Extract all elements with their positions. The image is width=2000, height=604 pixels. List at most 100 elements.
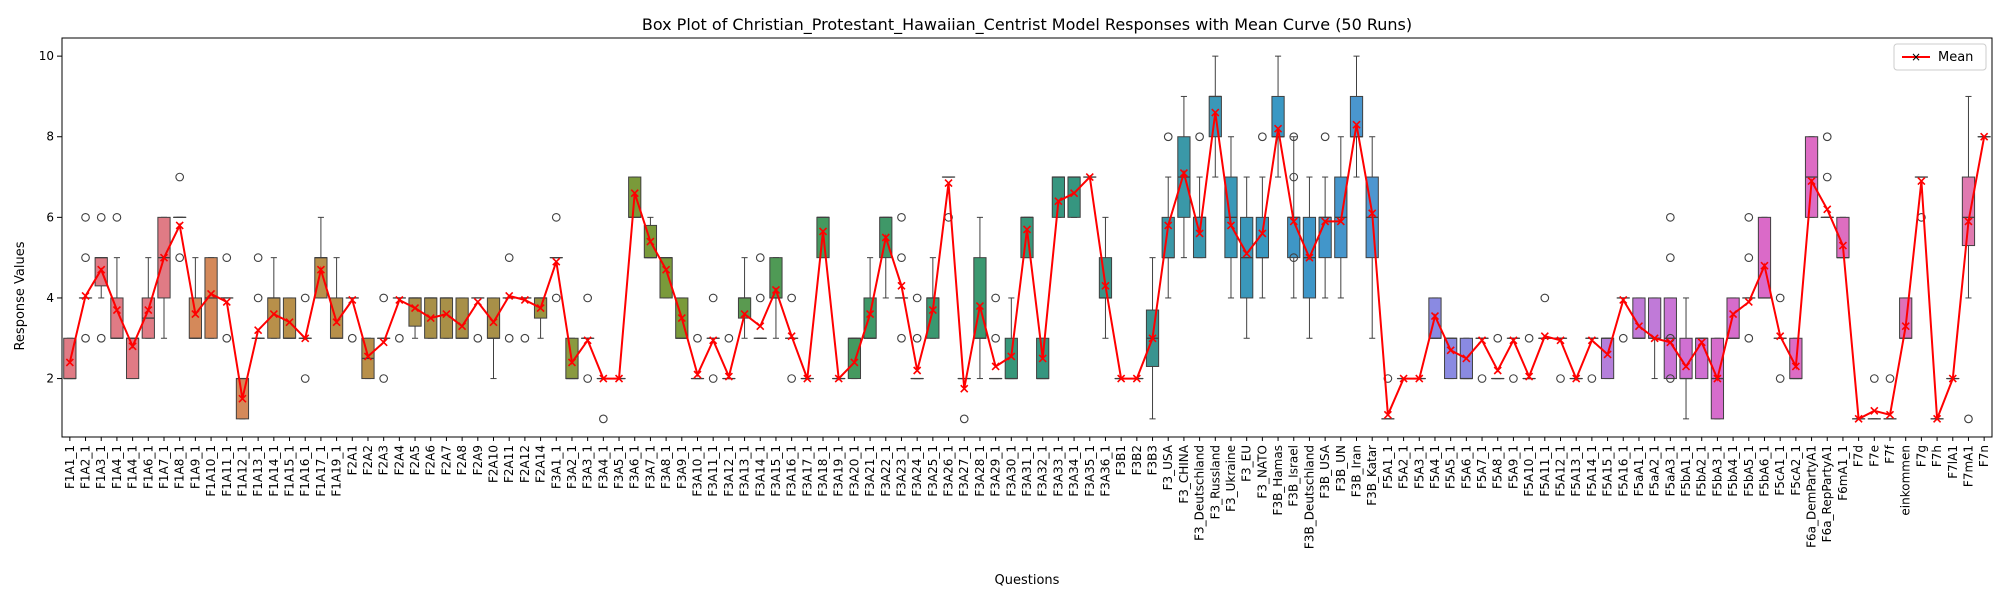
x-tick-label: F3B1	[1114, 445, 1128, 475]
box-F1A9_1	[189, 258, 201, 339]
x-tick-label: F5A11_1	[1538, 445, 1552, 497]
x-tick-label: F5bA6_1	[1757, 445, 1771, 497]
x-tick-label: F2A11	[502, 445, 516, 483]
x-tick-label: F3A18_1	[816, 445, 830, 497]
x-tick-label: F3_CHINA	[1177, 444, 1191, 503]
x-tick-label: F5A4_1	[1428, 445, 1442, 489]
y-tick-label: 8	[46, 130, 54, 144]
x-tick-label: F2A2	[361, 445, 375, 475]
outlier-point	[396, 334, 404, 342]
box-F5aA3_1	[1664, 214, 1676, 383]
mean-point	[757, 323, 764, 330]
x-tick-label: F3A8_1	[659, 445, 673, 489]
outlier-point	[1871, 375, 1879, 383]
x-tick-label: F5bA4_1	[1726, 445, 1740, 497]
x-tick-label: F3A14_1	[753, 445, 767, 497]
x-tick-label: F3A6_1	[628, 445, 642, 489]
x-tick-label: F3A22_1	[879, 445, 893, 497]
outlier-point	[756, 294, 764, 302]
box-F3_EU	[1241, 177, 1253, 338]
x-tick-label: F3A17_1	[800, 445, 814, 497]
outlier-point	[1776, 294, 1784, 302]
box-F3A28_1	[974, 217, 986, 378]
outlier-point	[348, 334, 356, 342]
x-tick-label: F5bA5_1	[1742, 445, 1756, 497]
outlier-point	[1745, 334, 1753, 342]
x-tick-label: F1A10_1	[204, 445, 218, 497]
x-tick-label: F2A7	[439, 445, 453, 475]
outlier-point	[584, 375, 592, 383]
x-tick-label: F3B_Iran	[1350, 445, 1364, 497]
box-F1A7_1	[158, 217, 170, 338]
outlier-point	[521, 334, 529, 342]
x-tick-label: F1A3_1	[94, 445, 108, 489]
box-body	[1193, 217, 1205, 257]
outlier-point	[788, 375, 796, 383]
x-tick-label: F1A7_1	[157, 445, 171, 489]
x-tick-label: F3A24_1	[910, 445, 924, 497]
box-F2A10	[487, 298, 499, 379]
box-F2A12	[519, 298, 531, 342]
x-tick-label: F5A9_1	[1506, 445, 1520, 489]
outlier-point	[898, 334, 906, 342]
box-F1A19_1	[330, 258, 342, 339]
outlier-point	[756, 254, 764, 262]
x-tick-label: F2A14	[534, 445, 548, 483]
x-tick-label: F5bA3_1	[1710, 445, 1724, 497]
x-tick-label: F3A10_1	[690, 445, 704, 497]
box-F3A3_1	[582, 294, 594, 382]
x-tick-label: F3_Deutschland	[1193, 445, 1207, 541]
box-F5A9_1	[1507, 338, 1519, 382]
outlier-point	[254, 254, 262, 262]
box-F5A15_1	[1601, 338, 1613, 378]
x-tick-label: F3A33_1	[1051, 445, 1065, 497]
box-F3A13_1	[738, 258, 750, 339]
mean-point	[474, 298, 481, 305]
box-F3A30_1	[1005, 298, 1017, 379]
x-tick-label: F1A11_1	[220, 445, 234, 497]
x-tick-label: F6mA1_1	[1836, 445, 1850, 501]
x-tick-label: F1A1_1	[63, 445, 77, 489]
outlier-point	[913, 294, 921, 302]
outlier-point	[694, 334, 702, 342]
outlier-point	[301, 375, 309, 383]
x-tick-label: F2A5	[408, 445, 422, 475]
box-body	[189, 298, 201, 338]
outlier-point	[992, 294, 1000, 302]
box-F2A9	[472, 298, 484, 342]
box-body	[1445, 338, 1457, 378]
outlier-point	[725, 334, 733, 342]
x-tick-label: F3A19_1	[832, 445, 846, 497]
x-tick-label: F1A16_1	[298, 445, 312, 497]
x-tick-label: F5bA1_1	[1679, 445, 1693, 497]
x-tick-label: F1A15_1	[283, 445, 297, 497]
x-tick-label: F3A11_1	[706, 445, 720, 497]
box-F5bA5_1	[1743, 214, 1755, 343]
box-F3A34_1	[1068, 177, 1080, 217]
outlier-point	[600, 415, 608, 423]
outlier-point	[1541, 294, 1549, 302]
outlier-point	[1321, 133, 1329, 141]
x-tick-label: F3_Ukraine	[1224, 445, 1238, 512]
x-tick-label: F3A35_1	[1083, 445, 1097, 497]
x-tick-label: F5A10_1	[1522, 445, 1536, 497]
box-F3A7_1	[644, 217, 656, 257]
box-F5A11_1	[1539, 294, 1551, 338]
x-tick-label: F3A28_1	[973, 445, 987, 497]
x-tick-label: F3A15_1	[769, 445, 783, 497]
x-tick-label: F7n	[1977, 445, 1991, 467]
x-tick-label: F5A16_1	[1616, 445, 1630, 497]
outlier-point	[301, 294, 309, 302]
box-body	[1601, 338, 1613, 378]
outlier-point	[1259, 133, 1267, 141]
x-tick-label: F7h	[1930, 445, 1944, 467]
box-F3B_Israel	[1288, 133, 1300, 298]
box-F3A23_1	[895, 214, 907, 343]
box-F1A2_1	[79, 214, 91, 343]
box-F3A36_1	[1099, 217, 1111, 338]
outlier-point	[913, 334, 921, 342]
x-tick-label: F3_EU	[1240, 445, 1254, 482]
